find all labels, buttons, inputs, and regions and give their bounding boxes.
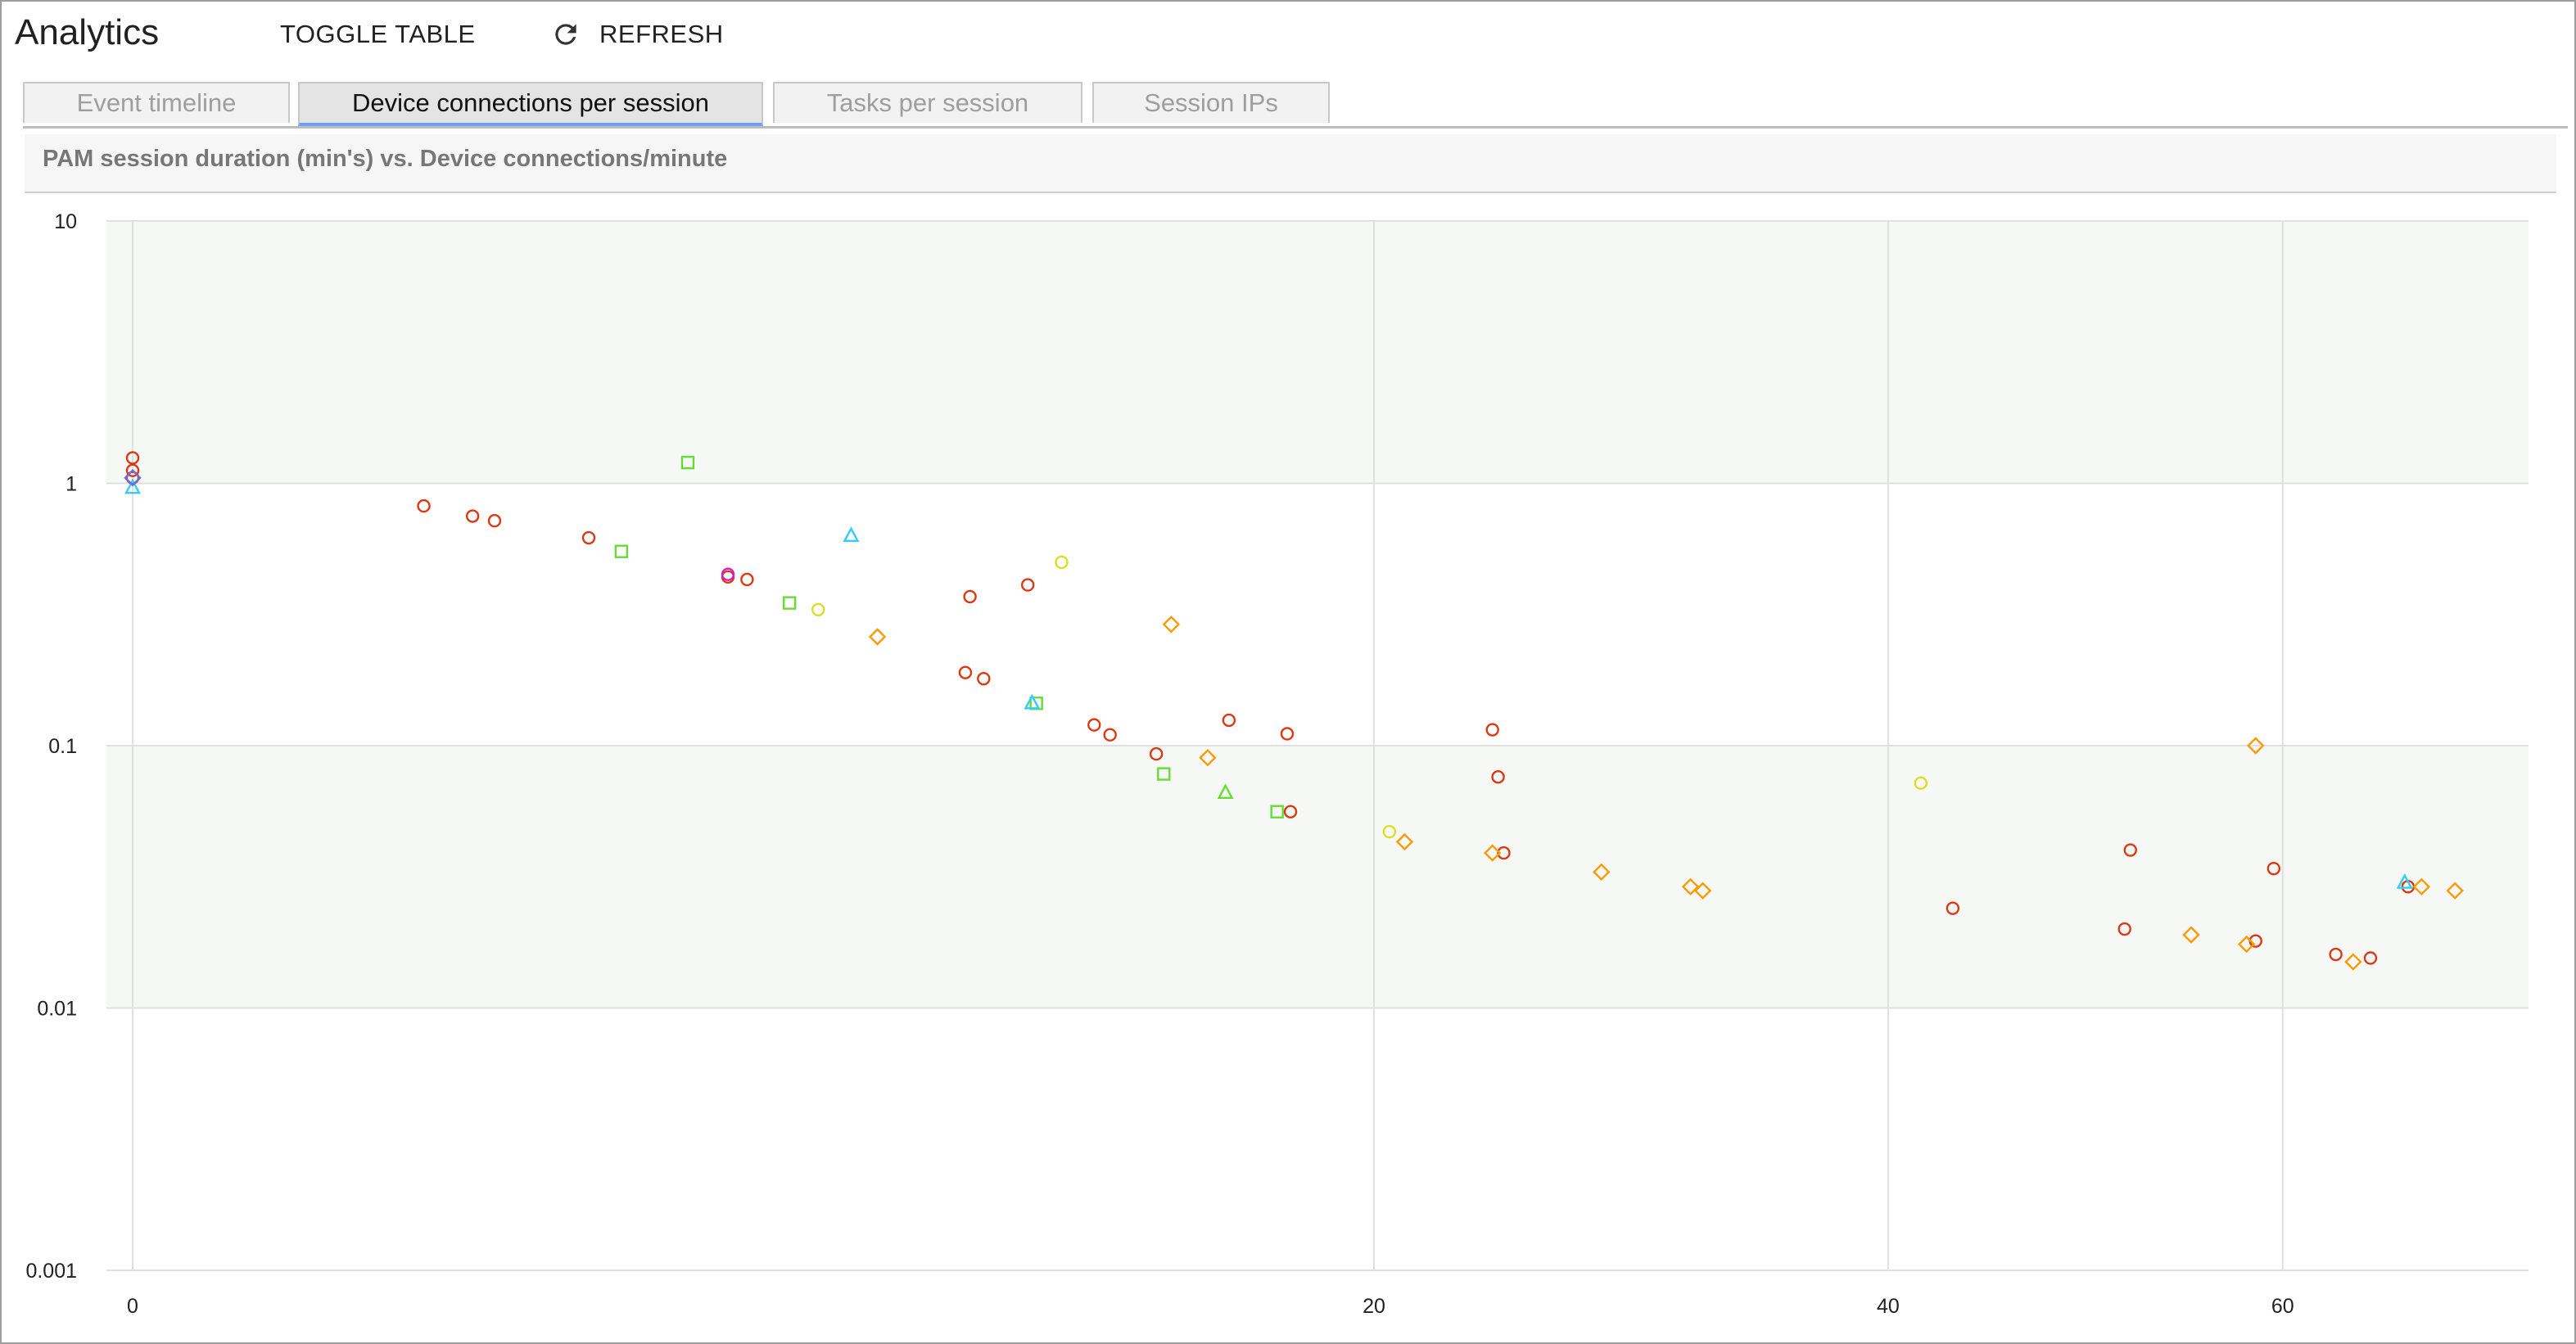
- plot-band: [106, 746, 2529, 1008]
- data-point: [1280, 727, 1295, 741]
- data-point: [2329, 947, 2343, 962]
- data-point: [811, 602, 825, 617]
- data-point: [124, 469, 142, 487]
- data-point: [1199, 748, 1217, 767]
- y-tick-label: 0.01: [37, 998, 77, 1021]
- data-point: [1946, 901, 1960, 915]
- data-point: [958, 665, 973, 679]
- data-point: [1103, 728, 1117, 742]
- data-point: [1497, 846, 1511, 860]
- refresh-button[interactable]: REFRESH: [550, 11, 724, 57]
- data-point: [1270, 805, 1284, 819]
- data-point: [1483, 844, 1502, 862]
- data-point: [2123, 843, 2137, 857]
- data-point: [1693, 882, 1712, 900]
- data-point: [581, 530, 596, 545]
- tab-event-timeline[interactable]: Event timeline: [23, 82, 290, 123]
- y-tick-label: 10: [54, 210, 77, 233]
- data-point: [963, 589, 977, 604]
- data-point: [2412, 877, 2431, 895]
- data-point: [465, 509, 480, 523]
- data-point: [2247, 737, 2265, 755]
- data-point: [1055, 555, 1069, 570]
- data-point: [1593, 863, 1611, 882]
- data-point: [487, 514, 502, 528]
- tab-session-ips[interactable]: Session IPs: [1092, 82, 1330, 123]
- data-point: [2117, 922, 2131, 936]
- data-point: [1395, 832, 1414, 851]
- data-point: [1491, 769, 1505, 784]
- data-point: [1087, 718, 1101, 732]
- tab-label: Session IPs: [1144, 88, 1278, 117]
- tab-bar: Event timeline Device connections per se…: [23, 82, 2568, 129]
- data-point: [1021, 578, 1035, 592]
- tab-label: Device connections per session: [352, 88, 709, 117]
- x-tick-label: 20: [1363, 1295, 1385, 1318]
- data-point: [1149, 746, 1164, 761]
- tab-device-connections[interactable]: Device connections per session: [298, 82, 763, 126]
- data-point: [868, 628, 887, 646]
- y-tick-label: 0.001: [25, 1260, 77, 1283]
- chart-title-bar: PAM session duration (min's) vs. Device …: [25, 134, 2556, 193]
- tab-label: Tasks per session: [826, 88, 1029, 117]
- toggle-table-button[interactable]: TOGGLE TABLE: [280, 11, 476, 57]
- data-point: [125, 471, 140, 485]
- plot-band: [106, 221, 2529, 484]
- x-tick-label: 0: [127, 1295, 138, 1318]
- y-tick-label: 1: [66, 473, 77, 496]
- data-point: [2446, 882, 2464, 900]
- data-point: [1222, 713, 1236, 728]
- app-title: Analytics: [15, 12, 160, 52]
- data-point: [843, 526, 860, 543]
- x-tick-label: 60: [2271, 1295, 2294, 1318]
- data-point: [1162, 616, 1181, 634]
- y-tick-label: 0.1: [48, 735, 77, 758]
- x-tick-label: 40: [1877, 1295, 1900, 1318]
- data-point: [1485, 723, 1499, 737]
- data-point: [1217, 783, 1234, 800]
- data-point: [2182, 926, 2200, 944]
- data-point: [125, 463, 140, 477]
- data-point: [1283, 805, 1298, 819]
- data-point: [977, 671, 991, 686]
- data-point: [740, 572, 754, 587]
- data-point: [721, 567, 735, 581]
- data-point: [680, 455, 695, 470]
- data-point: [614, 544, 629, 558]
- data-point: [125, 451, 140, 465]
- data-point: [1382, 824, 1397, 839]
- data-point: [1681, 877, 1700, 895]
- data-point: [2266, 861, 2281, 876]
- data-point: [1157, 767, 1171, 781]
- tab-tasks-per-session[interactable]: Tasks per session: [773, 82, 1082, 123]
- tab-label: Event timeline: [76, 88, 237, 117]
- data-point: [2396, 873, 2413, 889]
- toggle-table-label: TOGGLE TABLE: [280, 20, 476, 48]
- data-point: [2363, 951, 2378, 965]
- data-point: [782, 596, 797, 610]
- chart-title: PAM session duration (min's) vs. Device …: [43, 146, 728, 172]
- data-point: [417, 498, 431, 513]
- data-point: [2237, 935, 2256, 954]
- data-point: [1914, 776, 1927, 790]
- data-point: [2344, 953, 2362, 971]
- refresh-label: REFRESH: [599, 20, 724, 48]
- data-point: [1024, 693, 1041, 710]
- data-point: [124, 478, 141, 494]
